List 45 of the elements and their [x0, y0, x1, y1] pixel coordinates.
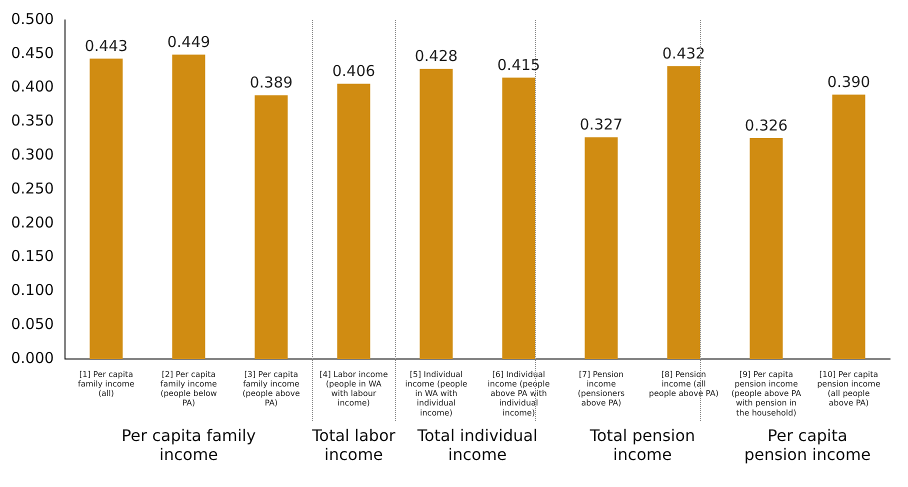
text: Total pension income: [588, 426, 696, 464]
bar: [420, 68, 453, 359]
y-tick-label: 0.000: [10, 348, 54, 367]
x-tick-label: [9] Per capita pension income (people above PA with pension in the household): [731, 370, 802, 418]
y-tick-label: 0.300: [10, 145, 54, 164]
x-tick-label: [4] Labor income (people in WA with labour income): [320, 370, 388, 408]
data-label: 0.428: [414, 47, 458, 66]
y-tick-label: 0.200: [10, 213, 54, 232]
text: Per capita family income: [122, 426, 256, 464]
bar: [337, 84, 370, 359]
x-tick-label: [1] Per capita family income (all): [78, 370, 135, 398]
x-tick-label: [7] Pension income (pensioners above PA): [578, 370, 625, 408]
data-label: 0.406: [332, 62, 376, 80]
data-label: 0.326: [744, 116, 788, 134]
y-tick-label: 0.500: [10, 10, 54, 28]
data-label: 0.432: [662, 44, 706, 62]
y-tick-label: 0.450: [10, 44, 54, 62]
data-label: 0.390: [827, 72, 870, 91]
y-tick-label: 0.400: [10, 78, 54, 96]
x-tick-label: [3] Per capita family income (people above PA): [242, 370, 300, 408]
text: Total individual income: [416, 426, 538, 464]
data-label: 0.389: [250, 74, 293, 92]
y-tick-label: 0.250: [10, 179, 54, 198]
data-label: 0.449: [167, 32, 210, 51]
bar: [667, 66, 700, 359]
data-label: 0.415: [497, 56, 540, 74]
data-label: 0.327: [580, 116, 623, 134]
x-tick-label: [5] Individual income (people in WA with individual income): [405, 370, 468, 418]
y-tick-label: 0.350: [10, 112, 54, 130]
bar: [750, 138, 783, 359]
text: Total labor income: [311, 426, 396, 464]
y-tick-label: 0.100: [10, 281, 54, 300]
data-label: 0.443: [84, 37, 128, 56]
bar: [172, 54, 206, 359]
bar: [90, 58, 123, 359]
bar: [254, 95, 288, 359]
x-tick-label: [6] Individual income (people above PA with individual income): [488, 370, 550, 418]
text: Per capita pension income: [744, 426, 871, 464]
bar: [584, 137, 618, 359]
bar: [502, 78, 536, 359]
bar: [832, 94, 866, 359]
y-tick-label: 0.050: [10, 314, 54, 333]
x-tick-label: [2] Per capita family income (people below PA): [160, 370, 218, 408]
x-tick-label: [10] Per capita pension income (all people above PA): [817, 370, 880, 408]
y-tick-label: 0.150: [10, 247, 54, 266]
